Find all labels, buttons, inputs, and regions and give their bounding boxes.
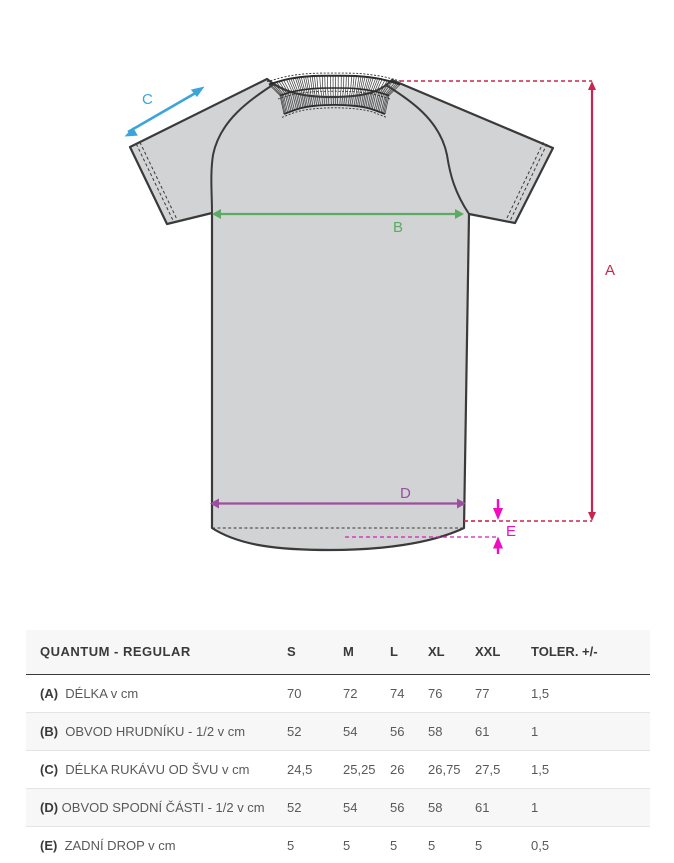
svg-text:C: C [142,91,153,108]
svg-text:D: D [400,485,411,502]
svg-text:A: A [605,262,615,279]
svg-text:B: B [393,219,403,236]
svg-text:E: E [506,523,516,540]
